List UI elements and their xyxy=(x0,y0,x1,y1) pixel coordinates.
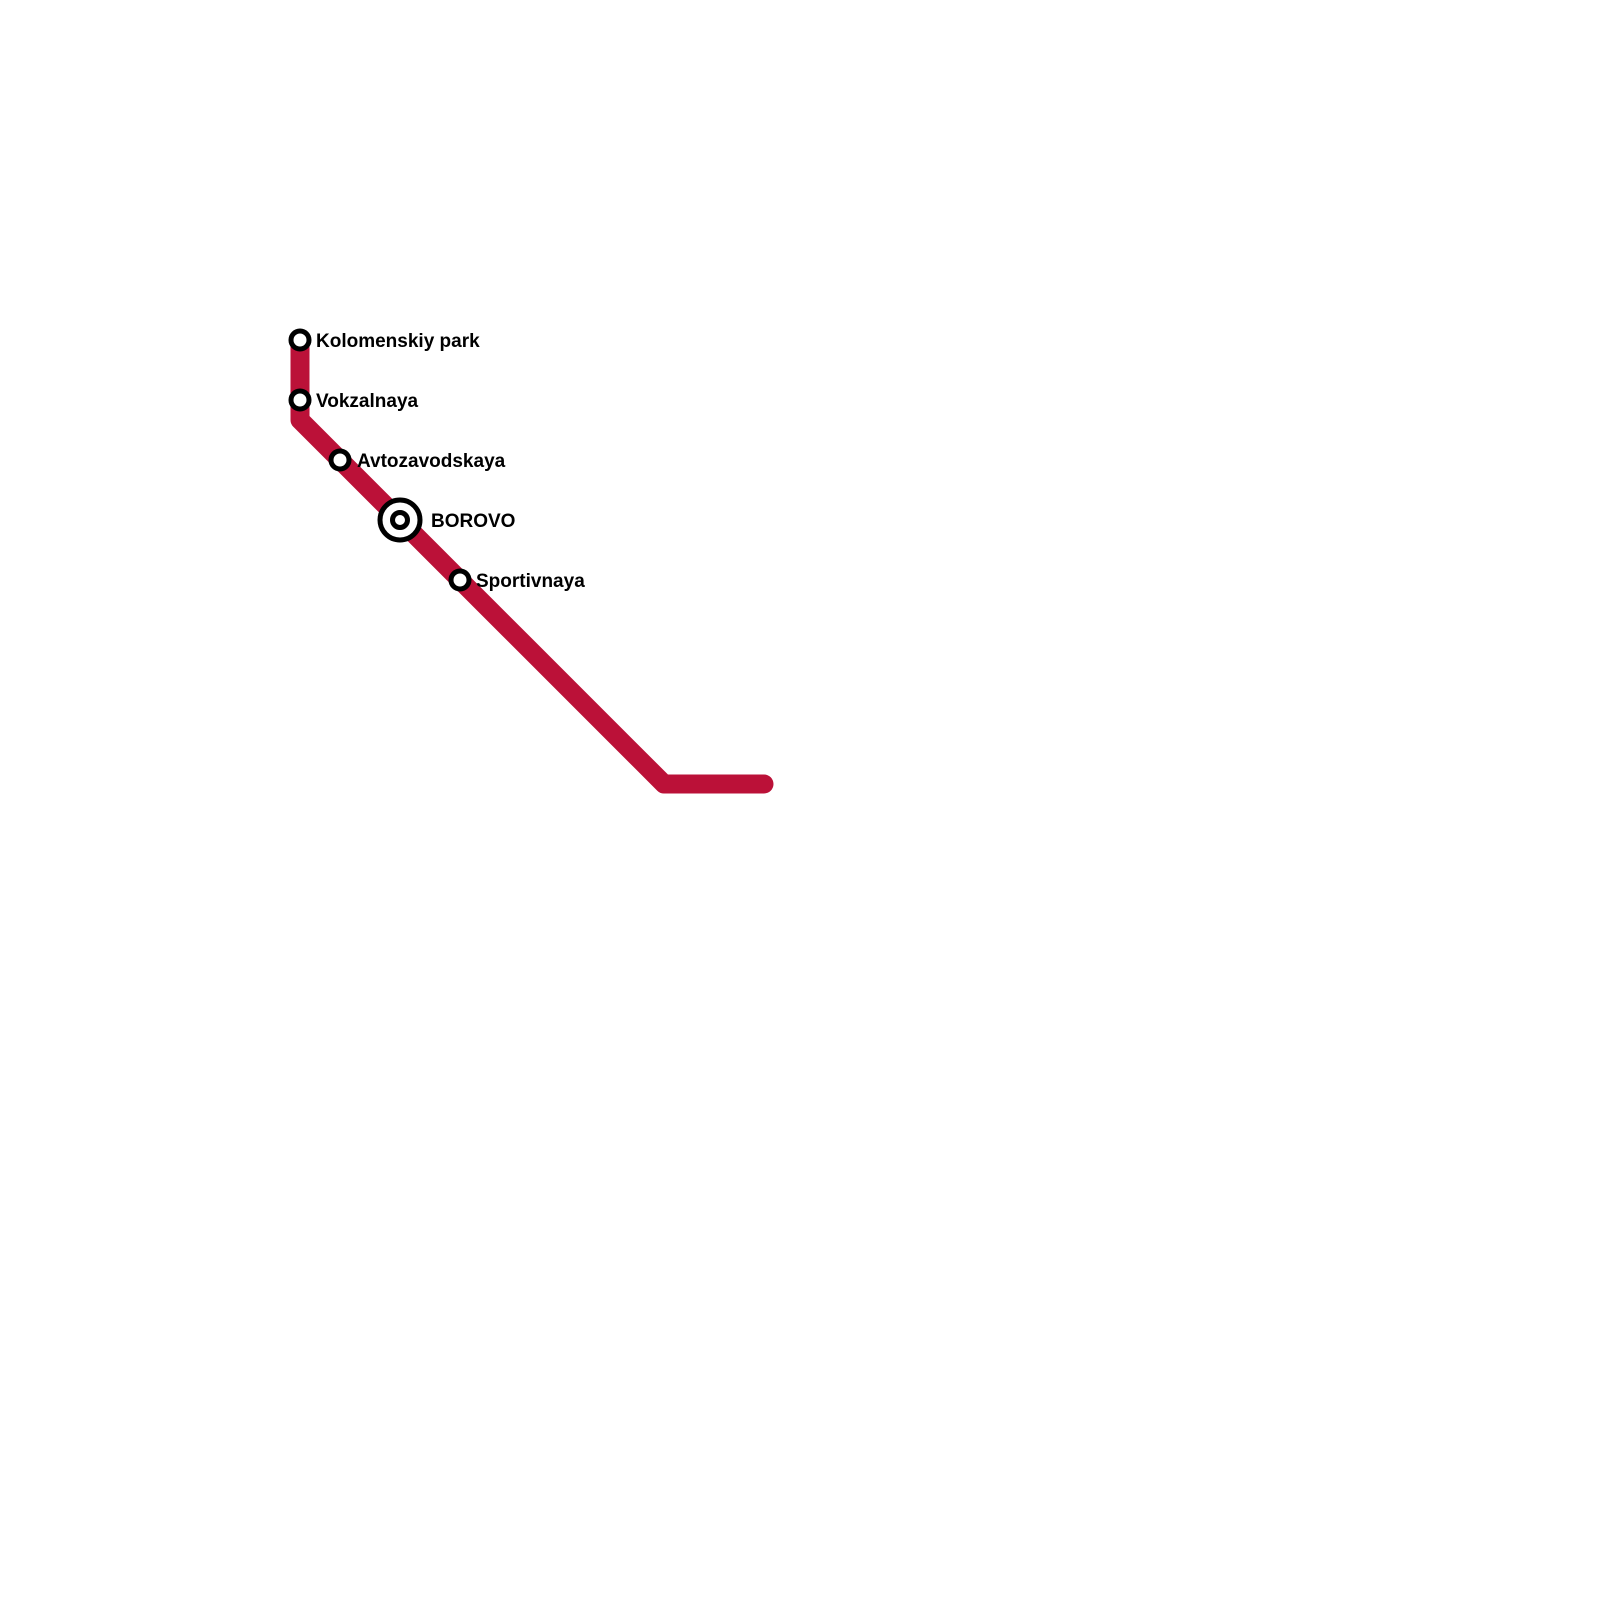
station-marker xyxy=(288,388,312,412)
station-marker xyxy=(288,328,312,352)
station-label: Sportivnaya xyxy=(476,571,585,592)
station-avtozavodskaya[interactable]: Avtozavodskaya xyxy=(328,448,506,472)
interchange-inner-ring xyxy=(390,510,410,530)
station-kolomenskiy-park[interactable]: Kolomenskiy park xyxy=(288,328,480,352)
station-label: Vokzalnaya xyxy=(316,391,419,412)
station-borovo[interactable]: BOROVO xyxy=(377,497,515,543)
metro-line xyxy=(290,330,774,794)
station-marker xyxy=(328,448,352,472)
station-vokzalnaya[interactable]: Vokzalnaya xyxy=(288,388,419,412)
station-sportivnaya[interactable]: Sportivnaya xyxy=(448,568,585,592)
station-label: Kolomenskiy park xyxy=(316,331,480,352)
station-label: BOROVO xyxy=(431,511,515,532)
station-marker xyxy=(448,568,472,592)
station-label: Avtozavodskaya xyxy=(357,451,506,472)
